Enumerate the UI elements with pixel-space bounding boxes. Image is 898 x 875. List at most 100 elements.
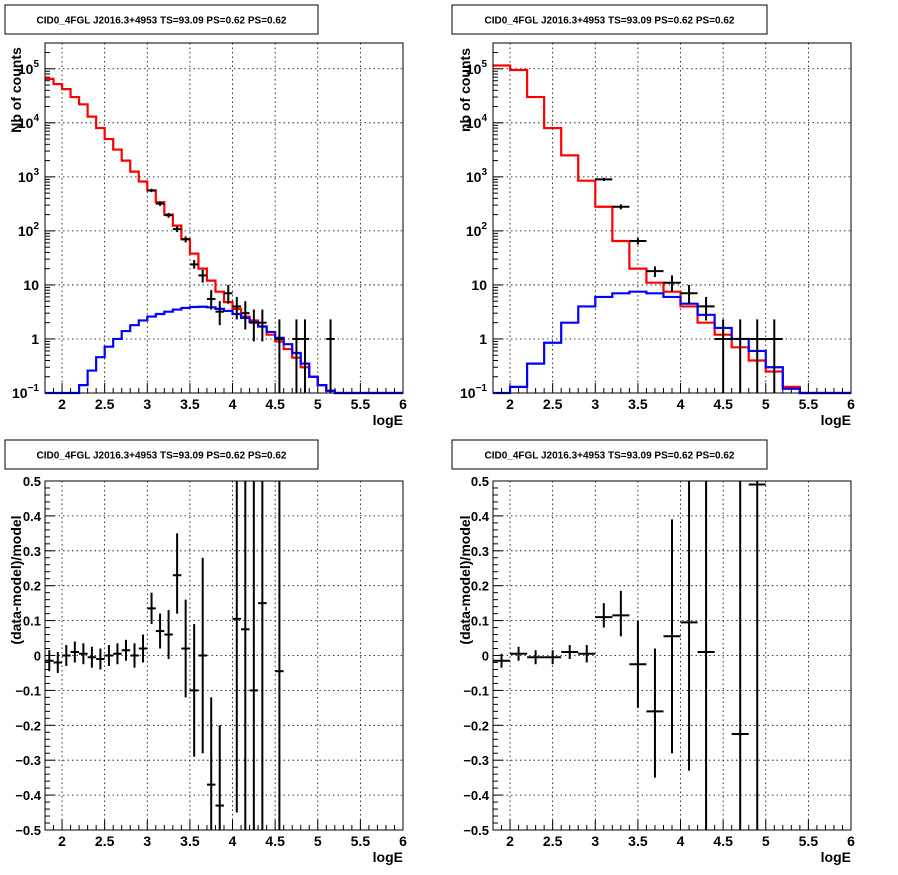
data-point (181, 599, 190, 698)
x-tick-label: 5 (762, 396, 770, 412)
y-tick-label: −0.1 (15, 683, 41, 698)
x-tick-label: 5.5 (799, 396, 819, 412)
data-point (198, 269, 207, 283)
data-point (113, 643, 122, 665)
data-point (181, 236, 190, 243)
data-point (275, 481, 284, 830)
data-point (241, 301, 250, 330)
data-point (748, 319, 766, 393)
data-point (70, 641, 80, 663)
data-point (765, 319, 783, 393)
data-point (130, 643, 139, 668)
x-tick-label: 4 (229, 833, 237, 849)
data-point (53, 652, 63, 673)
x-axis-label: logE (373, 412, 403, 428)
chart-title-box (4, 4, 319, 35)
data-point (680, 481, 698, 771)
data-point (612, 204, 630, 210)
y-tick-label: 10 (471, 277, 487, 293)
x-tick-label: 3 (143, 396, 151, 412)
data-point (510, 646, 528, 661)
y-tick-label: 1 (31, 331, 39, 347)
data-point (206, 290, 216, 310)
x-tick-label: 3.5 (628, 833, 648, 849)
data-point (189, 259, 199, 269)
x-tick-label: 3.5 (180, 396, 200, 412)
data-point (292, 319, 301, 393)
x-tick-label: 2.5 (543, 396, 563, 412)
y-tick-label: 10−1 (12, 383, 39, 401)
x-tick-label: 2.5 (95, 833, 115, 849)
x-tick-label: 4 (677, 833, 685, 849)
y-axis-label: nb of counts (457, 48, 473, 132)
data-point (680, 284, 698, 304)
y-tick-label: 104 (18, 113, 40, 131)
data-point (189, 624, 199, 757)
data-point (663, 275, 681, 292)
data-point (731, 481, 749, 830)
chart-top-left: 2 2.5 3 3.5 4 4.5 5 5.5 6 10−1 1 10 102 103 104 105 logE… (4, 4, 407, 428)
data-point (646, 648, 664, 778)
x-tick-label: 5 (314, 396, 322, 412)
plot-frame (44, 480, 404, 831)
x-tick-label: 6 (399, 396, 407, 412)
y-tick-label: 1 (479, 331, 487, 347)
x-tick-label: 4.5 (265, 396, 285, 412)
y-tick-label: 0.2 (471, 579, 489, 594)
data-point (629, 237, 647, 245)
x-tick-label: 3 (591, 396, 599, 412)
x-tick-label: 4.5 (713, 396, 733, 412)
y-tick-label: 0.5 (23, 474, 41, 489)
chart-title: CID0_4FGL J2016.3+4953 TS=93.09 PS=0.62 … (485, 451, 735, 462)
y-tick-label: −0.2 (15, 718, 41, 733)
y-tick-label: 0.3 (471, 544, 489, 559)
data-point (646, 266, 664, 278)
chart-title-box (4, 439, 319, 470)
y-tick-label: 10−1 (460, 383, 487, 401)
y-tick-label: 0.2 (23, 579, 41, 594)
data-point (697, 296, 715, 321)
y-tick-label: 10 (23, 277, 39, 293)
x-tick-label: 2 (506, 396, 514, 412)
y-tick-label: −0.2 (463, 718, 489, 733)
chart-title: CID0_4FGL J2016.3+4953 TS=93.09 PS=0.62 … (485, 16, 735, 27)
x-axis-label: logE (821, 412, 851, 428)
x-tick-label: 3 (591, 833, 599, 849)
x-tick-label: 6 (847, 833, 855, 849)
y-tick-label: 0 (34, 649, 41, 664)
data-point (215, 301, 224, 326)
data-point (155, 613, 165, 649)
y-axis-label: (data-model)/model (8, 515, 24, 644)
y-tick-label: 0.5 (471, 474, 489, 489)
data-point (232, 296, 242, 320)
y-tick-label: −0.5 (463, 823, 489, 838)
x-tick-label: 3 (143, 833, 151, 849)
x-tick-label: 2.5 (543, 833, 563, 849)
data-point (147, 188, 156, 193)
x-tick-label: 2 (58, 396, 66, 412)
y-axis-label: (data-model)/model (457, 515, 473, 644)
y-tick-label: 0.1 (23, 614, 41, 629)
x-tick-label: 5.5 (799, 833, 819, 849)
data-point (300, 319, 310, 393)
data-point (493, 653, 511, 668)
x-tick-label: 6 (847, 396, 855, 412)
data-point (258, 309, 267, 342)
chart-title-box (451, 4, 768, 35)
chart-title-box (451, 439, 768, 470)
data-point (731, 319, 749, 393)
data-point (96, 648, 105, 670)
data-point (87, 646, 97, 668)
data-point (45, 650, 54, 672)
model-source-histogram (45, 305, 403, 395)
x-tick-label: 4 (677, 396, 685, 412)
y-tick-label: 0.1 (471, 614, 489, 629)
y-tick-label: −0.4 (15, 788, 41, 803)
y-tick-label: 102 (466, 221, 488, 239)
data-point (663, 519, 681, 754)
data-point (164, 610, 173, 659)
chart-top-right: 2 2.5 3 3.5 4 4.5 5 5.5 6 10−1 1 10 102 103 104 105 logE… (451, 4, 855, 428)
x-tick-label: 4.5 (713, 833, 733, 849)
x-tick-label: 3.5 (628, 396, 648, 412)
y-tick-label: 105 (18, 59, 40, 77)
